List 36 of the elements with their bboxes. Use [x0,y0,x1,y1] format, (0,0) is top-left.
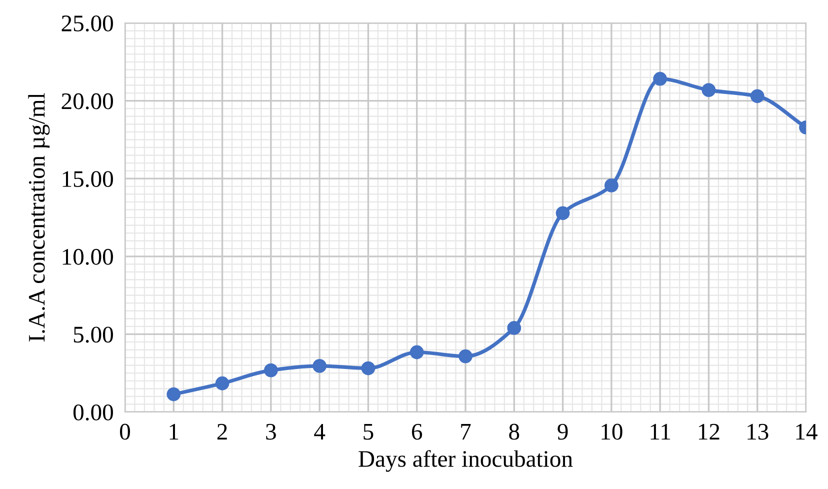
y-tick-label: 0.00 [73,404,113,421]
y-tick-label: 15.00 [62,171,113,188]
point [604,178,618,192]
y-tick-label: 25.00 [62,15,113,32]
x-tick-label: 5 [364,424,374,440]
x-tick-label: 10 [602,424,622,440]
y-tick-label: 5.00 [74,326,113,343]
point [702,83,716,98]
point [653,72,668,86]
x-tick-label: 7 [461,424,471,440]
x-tick-label: 14 [796,424,818,440]
point [361,361,376,376]
point [166,387,181,402]
x-tick-label: 9 [558,424,568,440]
x-tick-label: 3 [266,424,276,440]
y-axis-title: I.A.A concentration µg/ml [28,93,50,342]
x-axis-title: Days after inocubation [358,450,573,472]
point [556,206,570,220]
point [507,321,522,335]
x-tick-label: 12 [698,424,720,440]
point [312,359,327,373]
point [750,89,764,104]
y-tick-label: 20.00 [62,93,113,110]
x-tick-label: 13 [748,424,768,440]
x-tick-label: 1 [170,424,178,440]
x-tick-label: 8 [509,424,520,440]
x-tick-label: 4 [314,424,326,440]
point [458,349,472,364]
x-tick-label: 11 [650,424,670,440]
point [215,376,230,390]
point [410,345,424,360]
x-tick-label: 2 [217,424,227,440]
point [264,363,278,378]
y-tick-label: 10.00 [62,248,113,265]
x-tick-label: 6 [412,424,422,440]
x-tick-label: 0 [120,424,130,440]
